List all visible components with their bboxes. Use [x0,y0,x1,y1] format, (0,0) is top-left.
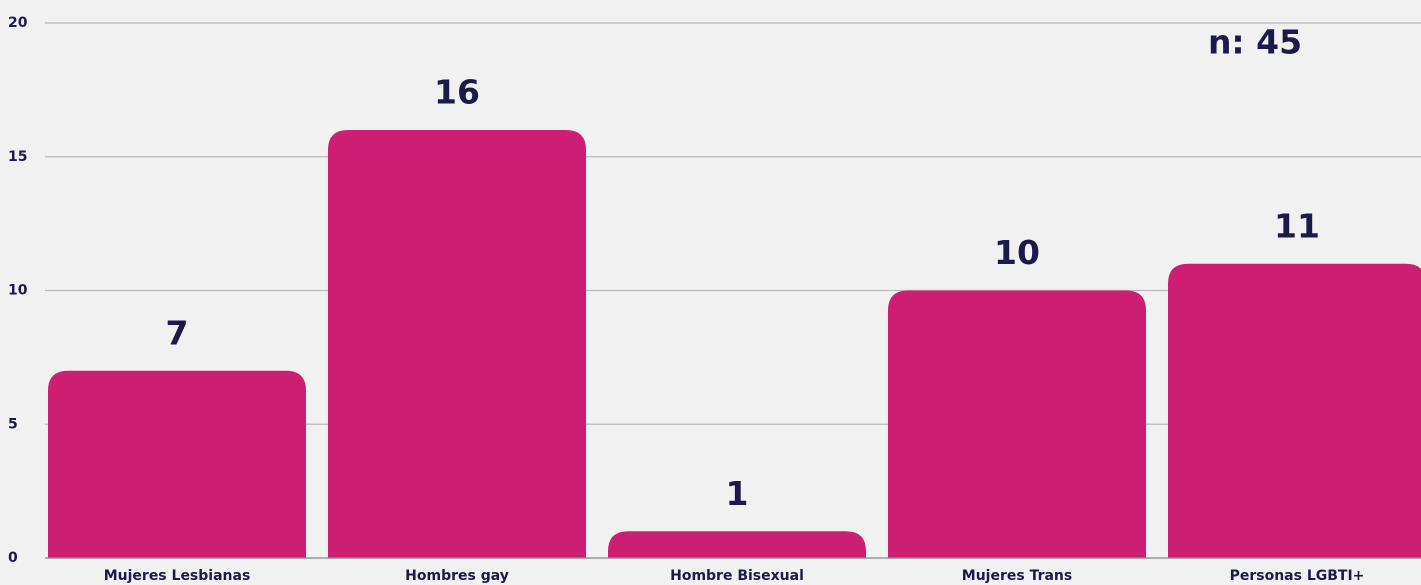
value-label: 10 [994,233,1040,272]
bar [48,370,306,558]
annotation: n: 45 [1208,23,1302,62]
x-tick-label: Personas LGBTI+ [1230,568,1365,584]
x-tick-label: Mujeres Trans [962,568,1072,584]
y-tick-label: 5 [8,416,18,432]
y-tick-label: 15 [8,149,27,165]
bar [888,290,1146,558]
value-label: 1 [726,474,749,513]
value-label: 7 [166,313,189,352]
y-tick-label: 0 [8,550,18,566]
value-label: 16 [434,73,480,112]
y-tick-label: 20 [8,15,28,31]
x-tick-label: Hombres gay [405,568,509,584]
value-label: 11 [1274,206,1320,245]
x-tick-label: Mujeres Lesbianas [104,568,251,584]
bar [1168,263,1421,558]
bar [608,531,866,558]
y-tick-label: 10 [8,283,28,299]
x-tick-label: Hombre Bisexual [670,568,804,584]
bar [328,130,586,558]
